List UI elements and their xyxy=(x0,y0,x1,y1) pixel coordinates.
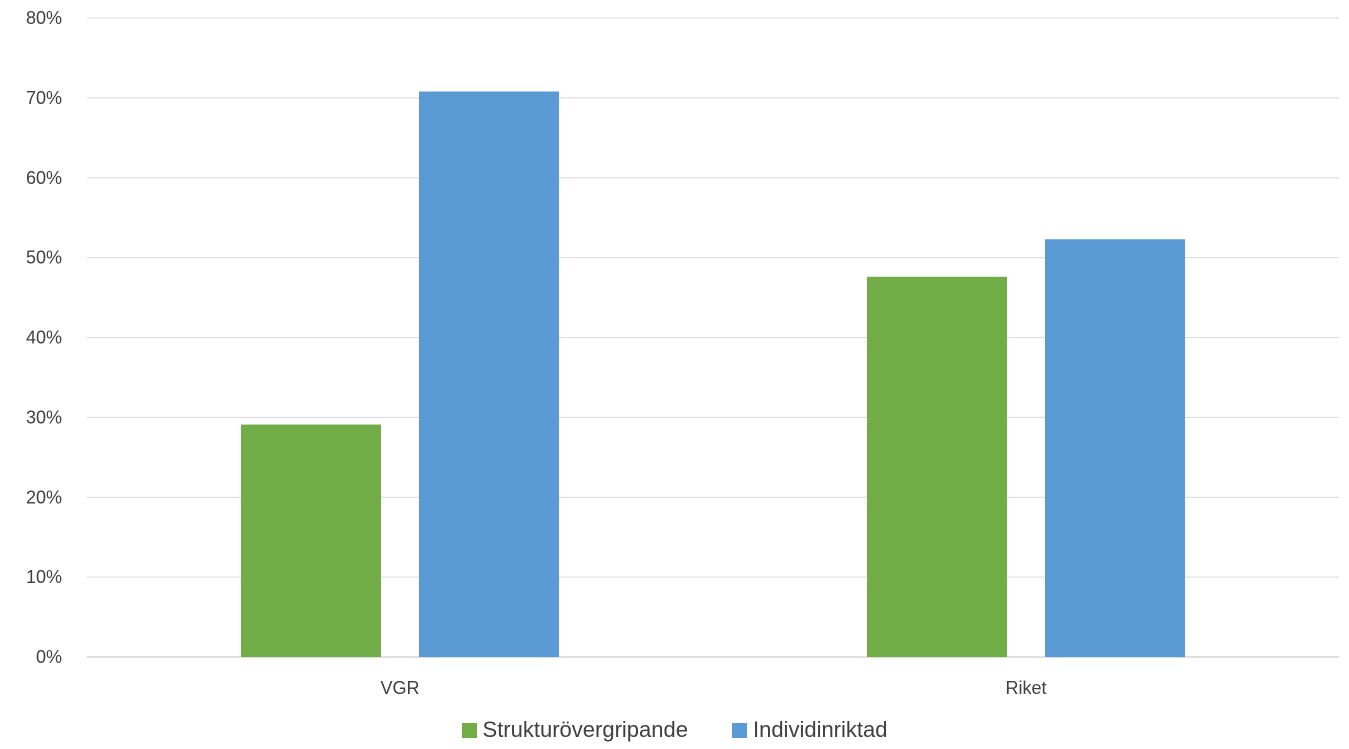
bar-vgr-0 xyxy=(241,424,381,657)
bars xyxy=(241,91,1185,658)
y-tick-label: 20% xyxy=(26,487,62,507)
bar-riket-1 xyxy=(1045,239,1185,657)
bar-vgr-1 xyxy=(419,91,559,658)
y-tick-label: 40% xyxy=(26,328,62,348)
legend-label: Strukturövergripande xyxy=(482,717,688,742)
legend-item-strukturovergripande: Strukturövergripande xyxy=(461,717,688,742)
legend-label: Individinriktad xyxy=(752,717,888,742)
bar-riket-0 xyxy=(867,276,1007,657)
y-tick-label: 50% xyxy=(26,248,62,268)
x-category-label: Riket xyxy=(1005,678,1046,698)
y-tick-label: 70% xyxy=(26,88,62,108)
y-axis-ticks: 0% 10% 20% 30% 40% 50% 60% 70% 80% xyxy=(26,8,62,667)
y-tick-label: 0% xyxy=(36,647,62,667)
legend-item-individinriktad: Individinriktad xyxy=(731,717,888,742)
legend: Strukturövergripande Individinriktad xyxy=(0,718,1349,742)
x-axis-categories: VGR Riket xyxy=(380,678,1046,698)
y-tick-label: 80% xyxy=(26,8,62,28)
y-tick-label: 60% xyxy=(26,168,62,188)
legend-swatch-green xyxy=(461,722,477,738)
bar-chart: 0% 10% 20% 30% 40% 50% 60% 70% 80% VGR Riket xyxy=(26,8,1339,698)
y-tick-label: 30% xyxy=(26,407,62,427)
x-category-label: VGR xyxy=(380,678,419,698)
legend-swatch-blue xyxy=(731,722,747,738)
y-tick-label: 10% xyxy=(26,567,62,587)
